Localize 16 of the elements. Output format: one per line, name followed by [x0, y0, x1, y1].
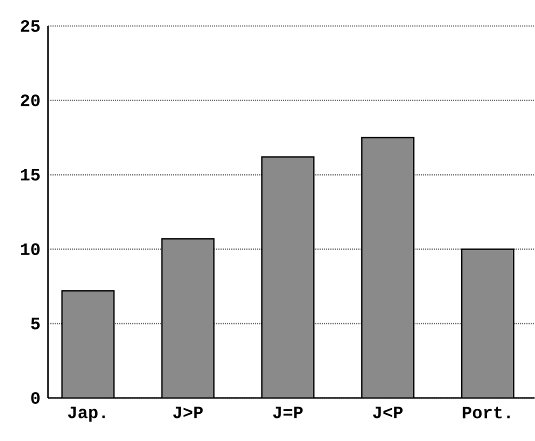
- bar: [361, 136, 414, 398]
- y-tick-label: 25: [20, 20, 40, 32]
- x-tick-label: J=P: [273, 406, 303, 418]
- x-tick-label: Port.: [462, 406, 510, 418]
- y-tick-label: 15: [20, 168, 40, 181]
- y-tick-label: 10: [20, 243, 40, 256]
- bar: [161, 238, 215, 398]
- y-tick-label: 20: [20, 94, 40, 106]
- y-tick-label: 5: [31, 318, 40, 330]
- x-tick-label: J>P: [173, 406, 203, 418]
- y-tick-label: 0: [31, 392, 40, 404]
- x-tick-label: J<P: [373, 406, 403, 418]
- bar: [461, 248, 514, 398]
- bar: [261, 156, 314, 398]
- bar: [61, 290, 115, 398]
- x-tick-label: Jap.: [68, 406, 105, 422]
